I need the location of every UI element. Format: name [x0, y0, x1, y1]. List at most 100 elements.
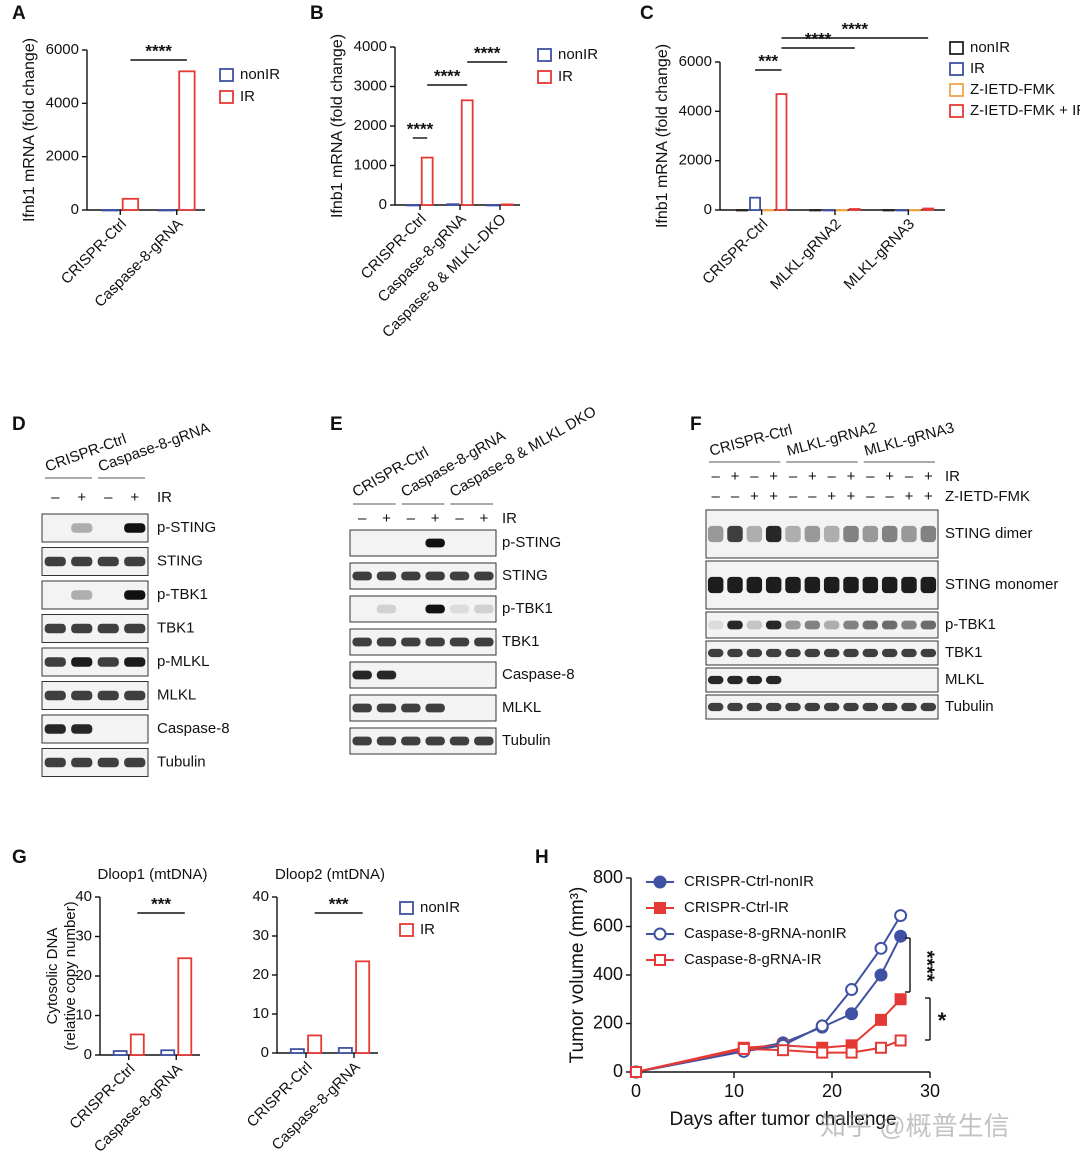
treatment-label: IR [945, 468, 960, 485]
legend-label: nonIR [970, 39, 1010, 56]
band [352, 571, 372, 581]
sig-label: **** [805, 29, 832, 48]
band [71, 690, 93, 701]
blot-strip [705, 694, 939, 720]
band [376, 571, 397, 581]
y-tick-label: 200 [593, 1012, 623, 1032]
band [920, 620, 937, 630]
band [352, 670, 372, 680]
treatment-sign: – [750, 468, 759, 485]
point [845, 1007, 859, 1021]
blot-row-label: p-STING [157, 519, 216, 536]
bar [129, 1033, 145, 1056]
blot-strip [349, 529, 497, 557]
treatment-sign: + [847, 488, 856, 505]
band [901, 648, 917, 658]
treatment-sign: – [789, 488, 798, 505]
y-axis-label: (relative copy number) [62, 901, 79, 1050]
y-axis-label: Ifnb1 mRNA (fold change) [329, 34, 346, 218]
point [816, 1046, 829, 1059]
blot-row-label: Caspase-8 [502, 666, 575, 683]
blot-strip [705, 640, 939, 666]
band [843, 620, 859, 630]
legend-label: Z-IETD-FMK + IR [970, 102, 1080, 119]
band [44, 757, 66, 768]
bar [406, 204, 420, 207]
sig-label: *** [758, 51, 778, 70]
band [785, 525, 801, 543]
y-tick-label: 1000 [354, 156, 387, 173]
band [97, 623, 119, 634]
band [862, 620, 879, 630]
point [777, 1044, 789, 1057]
point [874, 941, 888, 955]
bar [735, 209, 748, 212]
band [449, 736, 470, 746]
y-tick-label: 10 [75, 1006, 92, 1023]
band [124, 757, 146, 768]
y-tick-label: 40 [252, 888, 269, 905]
point [875, 1041, 887, 1054]
panel-label: E [330, 414, 343, 435]
band [823, 576, 840, 594]
treatment-sign: – [711, 468, 720, 485]
y-tick-label: 2000 [354, 117, 387, 134]
bar [775, 93, 788, 211]
treatment-sign: – [866, 468, 875, 485]
legend-label: nonIR [558, 46, 598, 63]
band [71, 623, 93, 634]
bar [101, 209, 119, 212]
treatment-sign: + [431, 510, 440, 527]
x-tick-label: CRISPR-Ctrl [699, 216, 771, 288]
bar [420, 156, 434, 206]
band [881, 576, 898, 594]
band [707, 648, 724, 658]
y-tick-label: 10 [252, 1005, 269, 1022]
treatment-sign: – [731, 488, 740, 505]
panel-label: A [12, 3, 26, 24]
bar [909, 209, 921, 212]
legend-label: Caspase-8-gRNA-IR [684, 951, 822, 968]
treatment-sign: – [905, 468, 914, 485]
band [746, 576, 763, 594]
treatment-sign: + [769, 488, 778, 505]
band [746, 675, 763, 685]
blot-row-label: TBK1 [157, 619, 195, 636]
point [894, 993, 907, 1006]
treatment-sign: – [51, 489, 60, 506]
band [862, 648, 879, 658]
band [727, 648, 743, 658]
band [44, 690, 66, 701]
blot-strip [349, 727, 497, 755]
treatment-label: IR [502, 510, 517, 527]
point [874, 968, 888, 982]
sig-label: **** [842, 19, 869, 38]
blot-row-label: Caspase-8 [157, 720, 230, 737]
y-tick-label: 0 [613, 1061, 623, 1081]
band [376, 604, 397, 614]
blot-strip [705, 667, 939, 693]
treatment-sign: + [905, 488, 914, 505]
blot-row-label: TBK1 [502, 633, 540, 650]
band [765, 525, 782, 543]
bar [749, 196, 761, 211]
legend-swatch [399, 923, 414, 937]
legend-marker [653, 875, 667, 889]
y-tick-label: 20 [252, 966, 269, 983]
band [97, 657, 119, 667]
bar [337, 1047, 353, 1054]
band [881, 525, 898, 543]
point [894, 909, 908, 923]
legend-label: IR [240, 88, 255, 105]
treatment-sign: + [479, 510, 488, 527]
band [862, 576, 879, 594]
band [71, 523, 93, 533]
band [707, 620, 724, 630]
group-label: CRISPR-Ctrl [708, 421, 795, 459]
legend-marker [654, 902, 666, 914]
sig-label: * [938, 1008, 947, 1033]
band [376, 703, 397, 713]
y-axis-label: Cytosolic DNA [44, 928, 61, 1025]
band [746, 525, 763, 543]
